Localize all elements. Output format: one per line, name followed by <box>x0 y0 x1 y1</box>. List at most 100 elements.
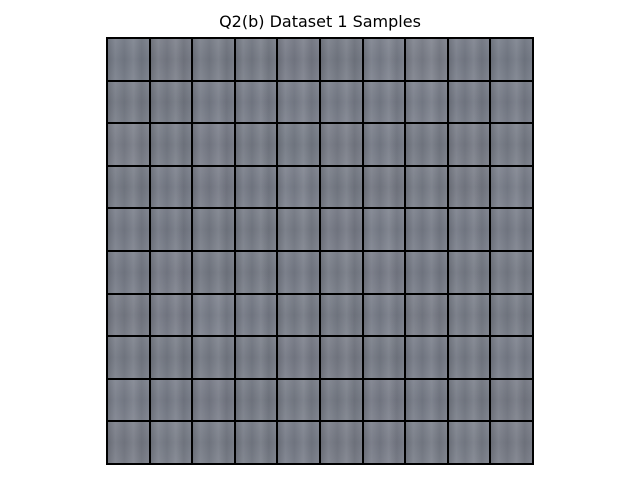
sample-tile <box>278 124 319 165</box>
sample-tile <box>108 294 149 336</box>
sample-tile <box>491 81 532 123</box>
sample-tile <box>278 337 319 378</box>
sample-tile <box>406 81 447 123</box>
sample-tile <box>491 251 532 293</box>
sample-tile <box>108 209 149 250</box>
sample-tile <box>150 294 192 336</box>
sample-tile <box>193 337 234 378</box>
sample-tile <box>363 209 405 250</box>
sample-tile <box>193 124 234 165</box>
sample-tile <box>320 209 362 250</box>
sample-tile <box>406 39 447 80</box>
sample-tile <box>363 379 405 421</box>
sample-tile <box>150 209 192 250</box>
sample-tile <box>320 337 362 378</box>
sample-tile <box>320 166 362 208</box>
sample-tile <box>448 124 490 165</box>
sample-tile <box>448 379 490 421</box>
sample-tile <box>193 81 234 123</box>
sample-tile <box>108 166 149 208</box>
sample-tile <box>406 422 447 463</box>
sample-tile <box>235 251 277 293</box>
sample-tile <box>363 39 405 80</box>
sample-tile <box>235 294 277 336</box>
sample-tile <box>235 337 277 378</box>
sample-tile <box>491 337 532 378</box>
sample-tile <box>363 251 405 293</box>
sample-tile <box>491 422 532 463</box>
sample-tile <box>491 39 532 80</box>
sample-tile <box>235 39 277 80</box>
sample-tile <box>406 294 447 336</box>
sample-tile <box>363 294 405 336</box>
sample-tile <box>278 379 319 421</box>
sample-tile <box>108 81 149 123</box>
sample-tile <box>193 166 234 208</box>
sample-tile <box>108 251 149 293</box>
sample-tile <box>491 166 532 208</box>
sample-tile <box>363 81 405 123</box>
sample-tile <box>150 379 192 421</box>
sample-tile <box>320 39 362 80</box>
sample-tile <box>320 81 362 123</box>
sample-tile <box>363 124 405 165</box>
sample-tile <box>150 166 192 208</box>
sample-tile <box>235 166 277 208</box>
sample-tile <box>491 294 532 336</box>
sample-tile <box>448 294 490 336</box>
sample-tile <box>363 337 405 378</box>
sample-tile <box>108 337 149 378</box>
sample-tile <box>150 81 192 123</box>
sample-tile <box>150 337 192 378</box>
sample-tile <box>235 81 277 123</box>
sample-tile <box>108 379 149 421</box>
sample-tile <box>278 166 319 208</box>
figure-title: Q2(b) Dataset 1 Samples <box>219 12 421 31</box>
sample-tile <box>150 422 192 463</box>
sample-tile <box>193 209 234 250</box>
sample-tile <box>448 39 490 80</box>
sample-tile <box>193 422 234 463</box>
sample-tile <box>320 379 362 421</box>
sample-tile <box>448 209 490 250</box>
sample-tile <box>406 251 447 293</box>
sample-tile <box>278 39 319 80</box>
sample-tile <box>235 379 277 421</box>
sample-tile <box>448 337 490 378</box>
sample-tile <box>406 209 447 250</box>
sample-tile <box>363 166 405 208</box>
sample-tile <box>491 124 532 165</box>
sample-tile <box>150 251 192 293</box>
sample-tile <box>235 422 277 463</box>
sample-tile <box>406 337 447 378</box>
sample-tile <box>108 422 149 463</box>
sample-tile <box>193 251 234 293</box>
sample-tile <box>278 209 319 250</box>
sample-tile <box>150 124 192 165</box>
sample-tile <box>193 294 234 336</box>
sample-tile <box>278 422 319 463</box>
sample-tile <box>193 379 234 421</box>
sample-grid <box>106 37 534 465</box>
sample-tile <box>320 422 362 463</box>
sample-tile <box>235 124 277 165</box>
sample-tile <box>320 251 362 293</box>
sample-tile <box>448 422 490 463</box>
sample-tile <box>363 422 405 463</box>
sample-tile <box>406 166 447 208</box>
sample-tile <box>235 209 277 250</box>
sample-tile <box>406 379 447 421</box>
sample-tile <box>448 166 490 208</box>
sample-tile <box>448 251 490 293</box>
sample-tile <box>278 294 319 336</box>
sample-tile <box>320 294 362 336</box>
sample-tile <box>448 81 490 123</box>
sample-tile <box>108 124 149 165</box>
sample-tile <box>491 379 532 421</box>
sample-tile <box>491 209 532 250</box>
sample-tile <box>150 39 192 80</box>
sample-tile <box>108 39 149 80</box>
sample-tile <box>406 124 447 165</box>
sample-tile <box>278 251 319 293</box>
sample-tile <box>320 124 362 165</box>
